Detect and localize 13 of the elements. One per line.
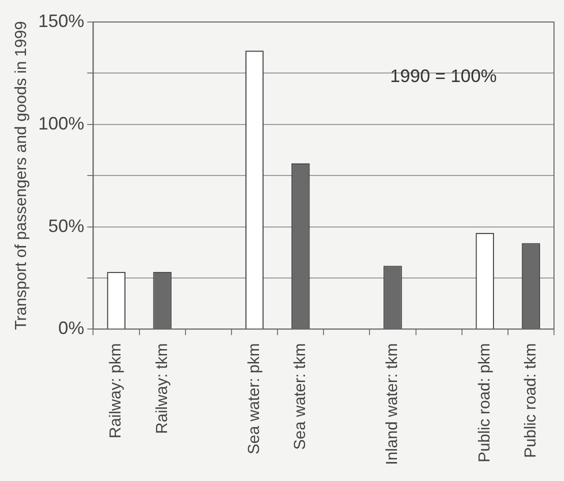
x-tick-label: Public road: pkm <box>476 343 494 462</box>
y-tick-label: 150% <box>38 10 84 31</box>
x-tick-label: Inland water: tkm <box>384 343 402 465</box>
x-tick-label: Railway: tkm <box>154 343 171 434</box>
annotation: 1990 = 100% <box>390 66 497 86</box>
y-tick-label: 0% <box>58 318 84 338</box>
x-tick-label: Railway: pkm <box>108 343 125 438</box>
x-tick-label: Sea water: pkm <box>246 343 263 454</box>
y-axis-title: Transport of passengers and goods in 1999 <box>13 21 30 330</box>
x-tick-label: Public road: tkm <box>522 343 540 458</box>
y-tick-label: 100% <box>38 113 84 134</box>
x-tick-label: Sea water: tkm <box>292 343 309 450</box>
y-tick-label: 50% <box>48 216 84 236</box>
